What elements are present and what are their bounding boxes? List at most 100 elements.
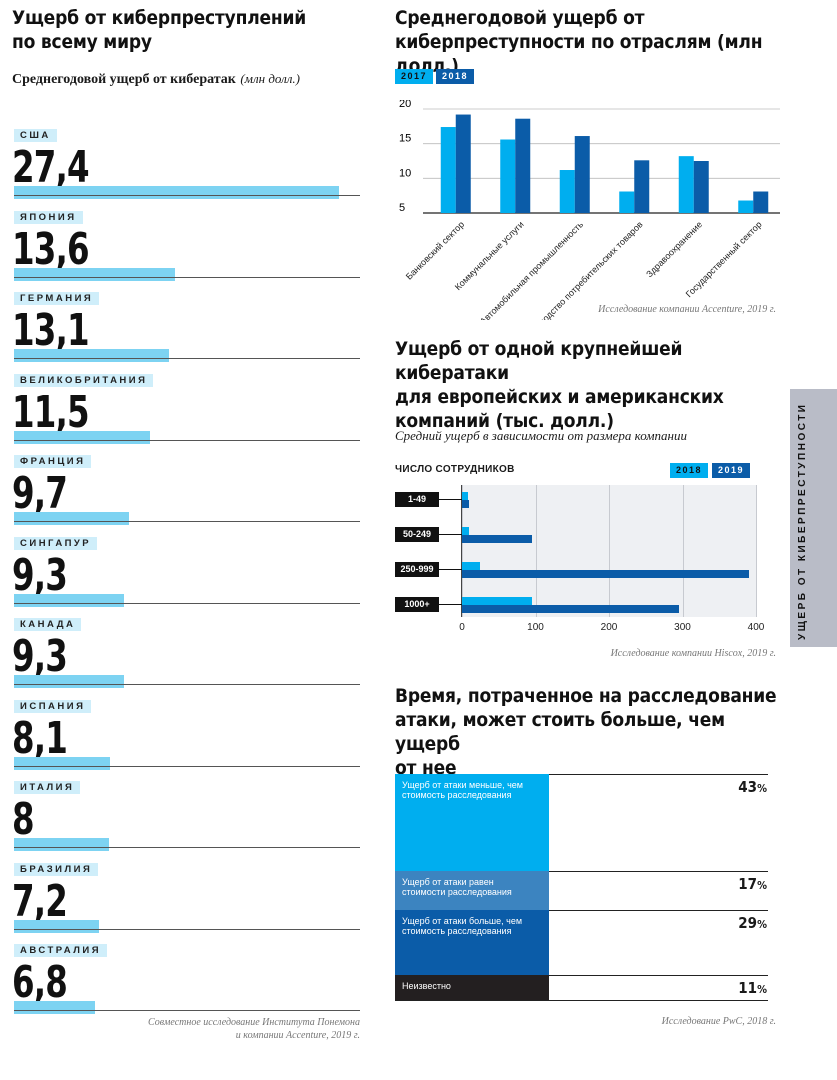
stack-bottom-rule — [395, 1000, 768, 1001]
country-value: 8 — [12, 794, 35, 845]
company-tick — [439, 499, 462, 500]
country-rule — [14, 602, 360, 604]
country-value: 9,7 — [12, 468, 68, 519]
country-value: 13,1 — [12, 305, 90, 356]
country-rule — [14, 928, 360, 930]
company-bar-2019 — [462, 605, 679, 613]
country-bar — [14, 756, 111, 770]
company-bar-2018 — [462, 562, 481, 570]
y-tick-label: 5 — [399, 202, 405, 214]
percent-sign: % — [757, 917, 767, 931]
company-subtitle: Средний ущерб в зависимости от размера к… — [395, 428, 687, 443]
y-tick-label: 10 — [399, 167, 411, 179]
company-size-label: 50-249 — [395, 527, 439, 542]
company-tick — [439, 604, 462, 605]
country-value: 13,6 — [12, 223, 90, 275]
company-size-label: 250-999 — [395, 562, 439, 577]
country-value: 8,1 — [12, 712, 68, 764]
stack-rule — [549, 975, 768, 977]
company-gridline — [756, 485, 757, 617]
country-value: 27,4 — [12, 142, 90, 193]
country-bar — [14, 512, 129, 525]
stack-segment-label: Неизвестно — [402, 981, 451, 992]
country-value: 7,2 — [12, 875, 68, 927]
company-bar-2019 — [462, 500, 470, 508]
country-label: ЯПОНИЯ — [14, 210, 83, 224]
country-bar — [14, 675, 125, 688]
x-category-label: Банковский сектор — [404, 219, 466, 281]
company-gridline — [535, 485, 537, 617]
legend-2019-company: 2019 — [712, 463, 750, 478]
country-label: ФРАНЦИЯ — [14, 455, 92, 468]
industry-bar-2017 — [559, 170, 575, 213]
company-bar-2018 — [462, 597, 532, 605]
stack-percent: 11% — [738, 979, 767, 998]
stack-rule — [549, 909, 768, 911]
country-bar — [14, 919, 100, 933]
x-tick-label: 300 — [674, 622, 691, 633]
y-tick-label: 20 — [399, 100, 411, 110]
country-label: БРАЗИЛИЯ — [14, 862, 99, 876]
country-label: КАНАДА — [14, 618, 82, 631]
industry-bar-2018 — [693, 161, 709, 213]
country-rule — [14, 684, 360, 685]
industry-bar-2018 — [753, 191, 769, 213]
country-label: ИСПАНИЯ — [14, 699, 92, 713]
country-rule — [14, 439, 360, 441]
country-bar — [14, 267, 176, 281]
country-label: ИТАЛИЯ — [14, 781, 81, 794]
left-subtitle: Среднегодовой ущерб от кибератак (млн до… — [12, 71, 300, 87]
country-rule — [14, 765, 360, 767]
country-label: ВЕЛИКОБРИТАНИЯ — [14, 373, 154, 387]
company-axis — [461, 485, 462, 617]
industry-bar-2018 — [634, 160, 650, 213]
industry-source: Исследование компании Accenture, 2019 г. — [598, 304, 776, 315]
country-value: 9,3 — [12, 549, 68, 601]
country-label: США — [14, 129, 57, 142]
stack-segment — [395, 774, 549, 872]
country-rule — [14, 195, 360, 196]
country-bar — [14, 186, 339, 199]
x-tick-label: 400 — [747, 622, 765, 633]
country-rule — [14, 521, 360, 522]
company-source: Исследование компании Hiscox, 2019 г. — [610, 648, 776, 659]
country-bar — [14, 593, 125, 607]
country-bar — [14, 838, 109, 851]
x-category-label: Коммунальные услуги — [453, 219, 526, 292]
country-bar — [14, 430, 151, 444]
country-rule — [14, 358, 360, 359]
legend-2018: 2018 — [436, 69, 474, 84]
industry-bar-2018 — [455, 114, 471, 213]
industry-bar-2017 — [500, 139, 516, 213]
industry-bar-2018 — [515, 118, 531, 213]
x-tick-label: 0 — [459, 622, 465, 633]
stack-segment-label: Ущерб от атаки меньше, чем стоимость рас… — [402, 780, 523, 800]
stack-segment-label: Ущерб от атаки равен стоимости расследов… — [402, 877, 512, 898]
stack-segment — [395, 975, 549, 1000]
left-title: Ущерб от киберпреступлений по всему миру — [12, 7, 307, 53]
stack-percent: 29% — [738, 913, 767, 932]
stack-percent: 43% — [738, 778, 767, 796]
industry-bar-2017 — [440, 127, 456, 213]
legend-2018-company: 2018 — [670, 463, 708, 478]
country-label: ГЕРМАНИЯ — [14, 292, 100, 305]
company-size-label: 1-49 — [395, 492, 439, 507]
industry-bar-2017 — [738, 200, 754, 213]
investigation-title: Время, потраченное на расследование атак… — [395, 685, 777, 779]
country-rule — [14, 1010, 360, 1011]
stack-segment — [395, 909, 549, 976]
legend-2017: 2017 — [395, 69, 433, 84]
company-size-label: 1000+ — [395, 597, 439, 612]
company-bar-2018 — [462, 527, 470, 535]
stack-rule — [549, 871, 768, 873]
country-bar — [14, 349, 170, 362]
company-bar-2019 — [462, 535, 532, 543]
percent-sign: % — [757, 879, 767, 893]
company-bar-2018 — [462, 492, 468, 500]
stack-percent: 17% — [738, 875, 767, 894]
country-label: СИНГАПУР — [14, 536, 98, 550]
country-bar — [14, 1001, 95, 1014]
industry-bar-2017 — [678, 156, 694, 213]
country-rule — [14, 276, 360, 278]
